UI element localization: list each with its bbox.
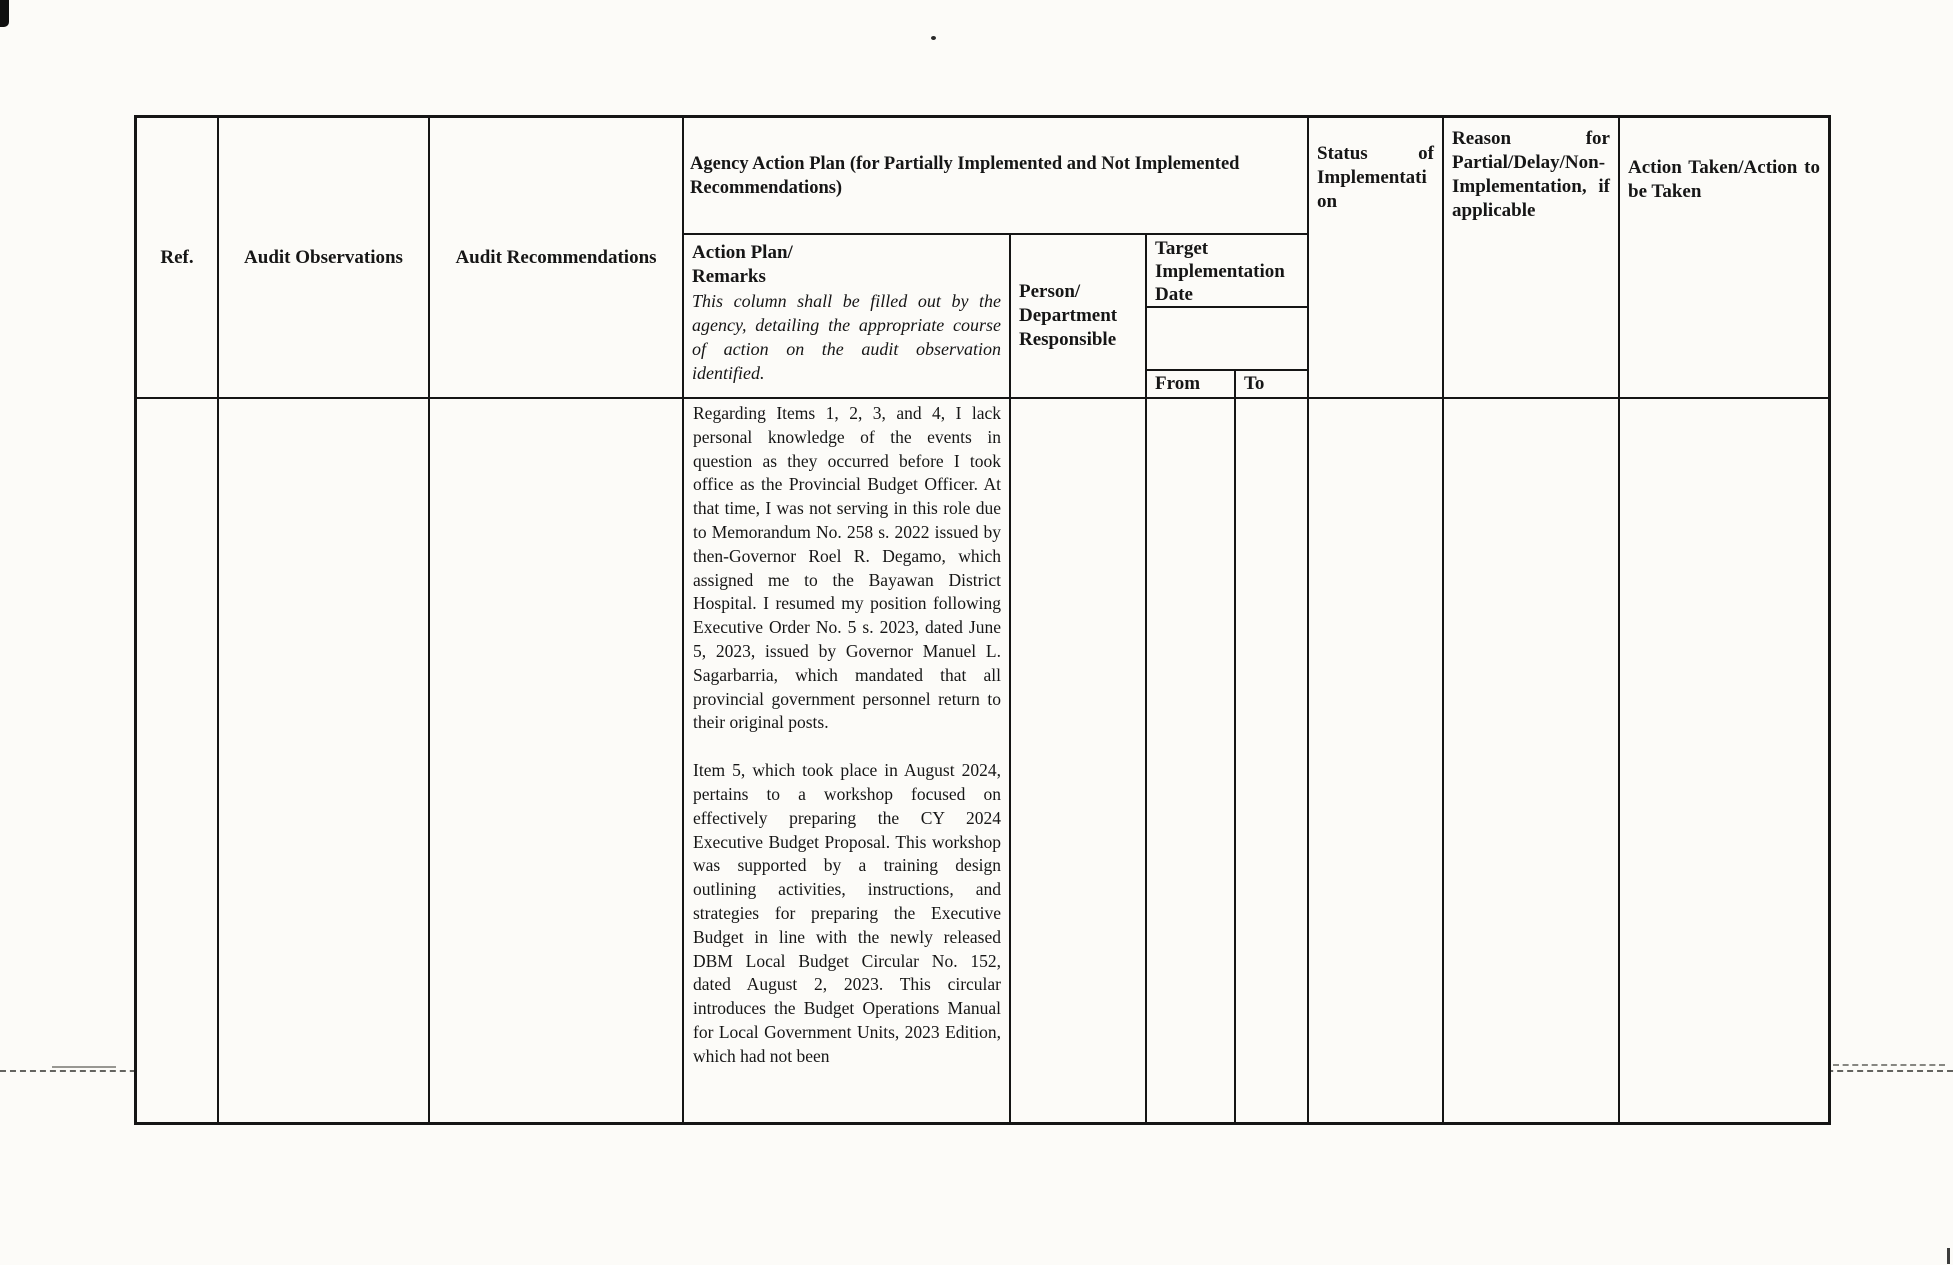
row-cell-person-department <box>1011 399 1147 1122</box>
row-cell-reason <box>1444 399 1620 1122</box>
scan-corner-mark <box>0 0 9 27</box>
agency-action-plan-label: Agency Action Plan (for Partially Implem… <box>690 153 1240 198</box>
scan-speck-top <box>931 36 936 40</box>
scan-fold-dash-left <box>52 1066 116 1068</box>
row-cell-status <box>1309 399 1444 1122</box>
column-header-target-implementation-date: Target Implementation Date <box>1147 235 1309 308</box>
action-plan-paragraph-2: Item 5, which took place in August 2024,… <box>693 760 1001 1066</box>
column-header-audit-observations: Audit Observations <box>219 118 430 399</box>
column-header-status-of-implementation: Status of Implementation <box>1309 118 1444 399</box>
row-cell-ref <box>137 399 219 1122</box>
row-cell-action-taken <box>1620 399 1828 1122</box>
column-header-from: From <box>1147 371 1236 399</box>
scan-fold-dash-right <box>1833 1064 1945 1066</box>
scan-edge-mark <box>1947 1248 1950 1264</box>
column-header-agency-action-plan: Agency Action Plan (for Partially Implem… <box>684 118 1309 235</box>
audit-action-plan-table: Ref. Audit Observations Audit Recommenda… <box>134 115 1831 1125</box>
row-cell-target-from <box>1147 399 1236 1122</box>
column-header-reason: Reason for Partial/Delay/Non-Implementat… <box>1444 118 1620 399</box>
column-header-person-department: Person/ Department Responsible <box>1011 235 1147 399</box>
row-cell-audit-recommendations <box>430 399 684 1122</box>
action-plan-paragraph-1: Regarding Items 1, 2, 3, and 4, I lack p… <box>693 403 1001 733</box>
column-header-ref: Ref. <box>137 118 219 399</box>
column-header-audit-recommendations: Audit Recommendations <box>430 118 684 399</box>
remarks-label: Remarks <box>692 266 766 287</box>
row-cell-action-plan-remarks: Regarding Items 1, 2, 3, and 4, I lack p… <box>684 399 1011 1122</box>
column-header-action-plan-remarks: Action Plan/ Remarks This column shall b… <box>684 235 1011 399</box>
action-plan-note: This column shall be filled out by the a… <box>692 291 1001 383</box>
row-cell-target-to <box>1236 399 1309 1122</box>
row-cell-audit-observations <box>219 399 430 1122</box>
column-header-action-taken: Action Taken/Action to be Taken <box>1620 118 1828 399</box>
target-date-empty-strip <box>1147 308 1309 371</box>
column-header-to: To <box>1236 371 1309 399</box>
action-plan-label: Action Plan/ <box>692 242 793 263</box>
